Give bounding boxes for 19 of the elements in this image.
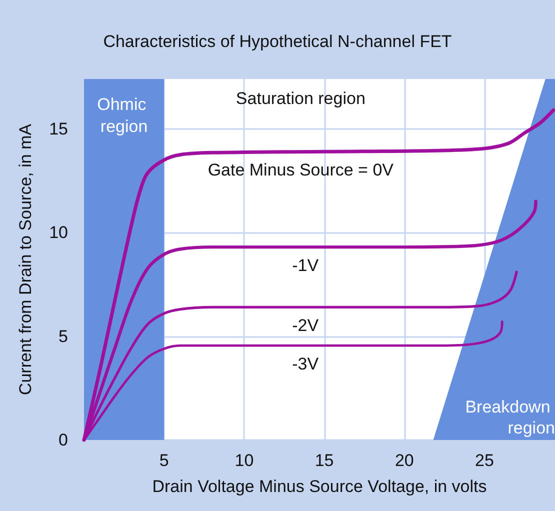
chart-title: Characteristics of Hypothetical N-channel FET [103,32,452,51]
y-tick-label: 5 [58,326,68,346]
y-axis-title: Current from Drain to Source, in mA [16,123,35,396]
y-tick-label: 15 [49,119,68,138]
series-label: -1V [292,256,320,276]
x-tick-label: 10 [234,451,254,470]
x-tick-label: 20 [394,451,414,470]
band-label: Ohmic region [97,94,151,136]
series-label: -2V [292,316,320,336]
x-axis-title: Drain Voltage Minus Source Voltage, in volts [152,477,487,496]
x-tick-label: 15 [314,451,334,470]
annotation: Saturation region [236,88,366,108]
x-tick-label: 5 [159,451,169,470]
y-tick-label: 0 [58,430,68,450]
series-label: Breakdown region [465,398,555,438]
series-label: Gate Minus Source = 0V [208,160,394,180]
y-tick-label: 10 [49,223,68,242]
series-label: -3V [292,354,320,374]
x-tick-label: 25 [475,451,494,470]
